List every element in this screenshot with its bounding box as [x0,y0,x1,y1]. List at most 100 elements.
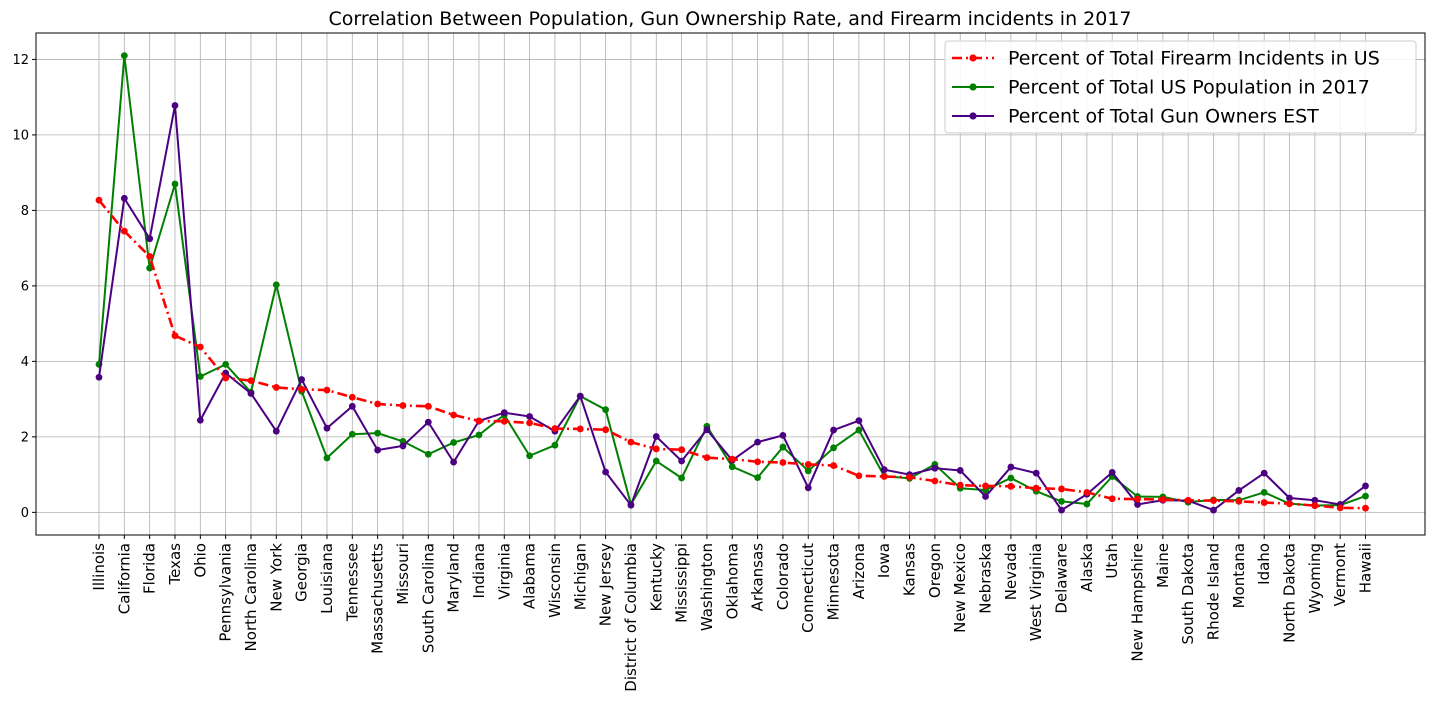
x-tick-label: Delaware [1053,543,1071,614]
x-tick-label: Iowa [875,543,893,578]
data-point [348,402,356,410]
data-point [779,431,787,439]
y-tick-label: 4 [21,355,29,370]
data-point [1134,501,1141,508]
x-tick-label: Pennsylvania [217,543,235,642]
data-point [779,443,787,451]
data-point [526,419,534,427]
legend-label: Percent of Total Firearm Incidents in US [1008,48,1380,70]
x-tick-label: New Hampshire [1129,543,1147,662]
x-tick-label: Maine [1154,543,1172,588]
data-point [1184,496,1192,504]
data-point [399,442,407,450]
data-point [323,386,331,394]
data-point [1083,488,1091,496]
data-point [1210,497,1217,505]
data-point [627,438,635,446]
data-point [424,450,432,458]
data-point [1260,469,1268,477]
legend-box [944,40,1417,134]
data-point [1058,506,1065,514]
data-point [728,455,736,463]
data-point [551,441,559,449]
data-point [196,373,204,380]
data-point [374,429,382,437]
data-point [500,409,508,417]
x-tick-label: Tennessee [343,543,361,622]
data-point [526,452,534,460]
data-point [196,343,204,351]
data-point [95,373,103,381]
x-tick-label: Vermont [1331,543,1349,607]
data-point [475,417,483,425]
data-point [1108,495,1116,503]
data-point [754,474,761,482]
x-tick-label: South Dakota [1179,543,1197,645]
x-tick-label: Oklahoma [723,543,741,619]
data-point [323,454,331,462]
x-tick-label: Maryland [445,543,463,613]
legend-marker [969,54,977,62]
data-point [1235,487,1243,494]
data-point [804,484,812,492]
x-tick-label: Mississippi [673,543,691,623]
x-tick-label: New York [267,543,285,612]
x-tick-label: Montana [1230,543,1248,608]
data-point [450,411,458,419]
data-point [1336,504,1344,512]
data-point [678,457,685,465]
data-point [1058,498,1065,505]
data-point [374,400,382,408]
data-point [120,227,128,235]
x-tick-label: Colorado [774,543,792,610]
data-point [450,458,458,466]
data-point [703,426,711,434]
data-point [830,444,837,452]
x-tick-label: Minnesota [825,543,843,620]
x-tick-label: New Mexico [951,543,969,633]
y-tick-label: 10 [12,128,29,143]
x-tick-label: California [115,543,133,614]
chart-title: Correlation Between Population, Gun Owne… [328,8,1131,30]
x-tick-label: Washington [698,543,716,631]
data-point [146,235,154,243]
data-point [1210,506,1217,514]
x-tick-label: Missouri [394,543,412,605]
data-point [1007,474,1015,482]
data-point [1159,496,1167,503]
data-point [956,467,964,474]
data-point [627,501,635,509]
data-point [450,439,458,446]
data-point [222,374,230,382]
series-lines [95,52,1369,514]
data-point [855,472,863,480]
x-tick-label: Arizona [850,543,868,599]
data-point [298,385,306,393]
data-point [222,360,230,368]
x-tick-label: Rhode Island [1205,543,1223,640]
x-tick-label: North Carolina [242,543,260,651]
data-point [576,392,584,400]
data-point [1032,469,1040,477]
data-point [830,426,837,434]
x-tick-label: Connecticut [799,543,817,633]
data-point [576,425,584,433]
data-point [906,473,913,481]
data-point [1134,495,1141,503]
data-point [1286,494,1293,502]
y-tick-label: 2 [21,430,29,445]
data-point [272,281,280,289]
data-point [272,384,280,391]
x-tick-label: Michigan [571,543,589,610]
legend-marker [969,112,977,120]
data-point [652,433,660,440]
data-point [500,417,508,425]
data-point [1362,482,1369,490]
data-point [424,418,432,426]
data-point [703,454,711,462]
x-tick-label: Oregon [926,543,944,598]
data-point [171,180,179,188]
data-point [1058,485,1065,493]
plot-frame [35,32,1426,536]
